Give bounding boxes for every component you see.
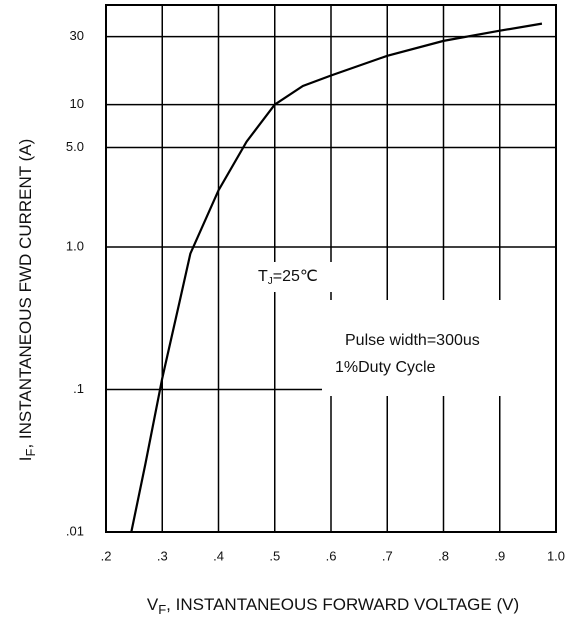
- x-axis-label: VF, INSTANTANEOUS FORWARD VOLTAGE (V): [147, 595, 519, 617]
- x-tick-label: .9: [494, 548, 505, 563]
- x-tick-label: .2: [101, 548, 112, 563]
- x-tick-label: .6: [326, 548, 337, 563]
- annotation-box: [322, 300, 556, 396]
- plot-frame: [105, 4, 557, 533]
- x-tick-label: .3: [157, 548, 168, 563]
- x-tick-label: .8: [438, 548, 449, 563]
- x-tick-label: .4: [213, 548, 224, 563]
- y-tick-label: 10: [70, 96, 84, 111]
- y-tick-label: .1: [73, 381, 84, 396]
- tj-annotation: TJ=25℃: [258, 268, 318, 286]
- x-tick-label: .5: [269, 548, 280, 563]
- annotation-box: [245, 262, 355, 292]
- pulse-annotation: Pulse width=300us: [345, 332, 480, 349]
- y-tick-label: 5.0: [66, 139, 84, 154]
- y-tick-label: .01: [66, 523, 84, 538]
- y-axis-label: IF, INSTANTANEOUS FWD CURRENT (A): [16, 139, 38, 461]
- x-tick-label: 1.0: [547, 548, 565, 563]
- y-tick-label: 1.0: [66, 238, 84, 253]
- curve: [130, 22, 543, 533]
- x-tick-label: .7: [382, 548, 393, 563]
- duty-annotation: 1%Duty Cycle: [335, 359, 436, 376]
- y-tick-label: 30: [70, 28, 84, 43]
